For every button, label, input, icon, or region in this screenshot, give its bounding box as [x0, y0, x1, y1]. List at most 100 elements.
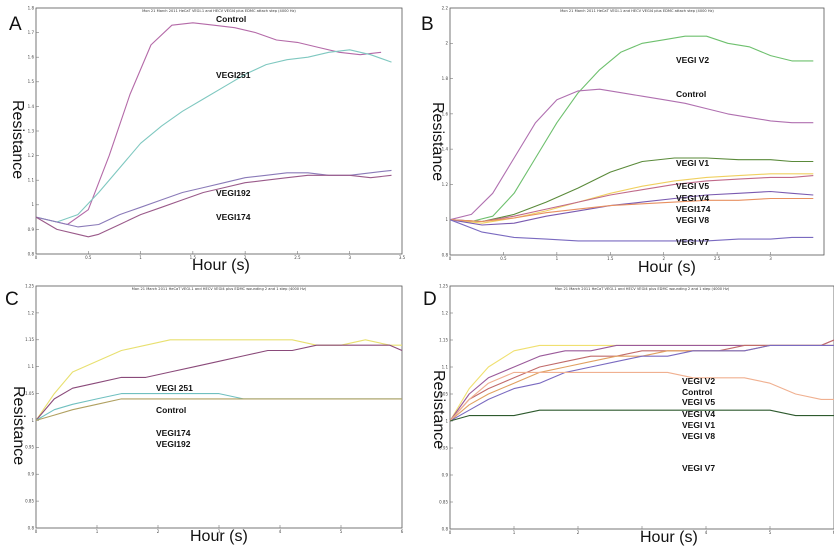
y-tick-label: 1.05	[439, 391, 448, 396]
plot-frame	[449, 285, 834, 530]
y-tick-label: 1.2	[442, 310, 449, 315]
panel-letter-a: A	[9, 14, 22, 35]
series-label-vegi-v5: VEGI V5	[682, 397, 715, 407]
series-line-vegi-v4	[449, 175, 814, 223]
x-tick-label: 1	[139, 255, 142, 260]
y-tick-label: 1.1	[28, 364, 35, 369]
x-axis-label-d: Hour (s)	[640, 529, 698, 546]
x-tick-label: 2.5	[294, 255, 301, 260]
series-line-vegi192	[35, 398, 402, 421]
series-label-vegi-v7: VEGI V7	[682, 463, 715, 473]
x-tick-label: 4	[279, 529, 282, 534]
chart-b: Mon 21 March 2011 HeCaT VEGI-1 and HECV …	[442, 5, 825, 261]
y-tick-label: 1	[31, 202, 34, 207]
x-tick-label: 6	[833, 530, 834, 535]
y-tick-label: 0.95	[25, 445, 34, 450]
x-tick-label: 3	[218, 529, 221, 534]
series-line-vegi-251	[35, 339, 402, 421]
panel-letter-b: B	[421, 14, 434, 35]
x-tick-label: 0	[449, 256, 452, 261]
panel-letter-d: D	[423, 289, 437, 310]
y-tick-label: 0.8	[442, 526, 449, 531]
panel-letter-c: C	[5, 289, 19, 310]
x-tick-label: 0.5	[500, 256, 507, 261]
series-line-vegi-v2	[449, 35, 814, 223]
x-tick-label: 3	[348, 255, 351, 260]
x-tick-label: 0	[35, 529, 38, 534]
x-tick-label: 5	[340, 529, 343, 534]
y-tick-label: 0.8	[442, 252, 449, 257]
series-line-vegi192	[35, 169, 392, 228]
x-tick-label: 2	[662, 256, 665, 261]
series-label-vegi-v4: VEGI V4	[676, 193, 709, 203]
y-tick-label: 2.2	[442, 5, 449, 10]
series-label-vegi-v8: VEGI V8	[676, 215, 709, 225]
series-label-vegi-v1: VEGI V1	[676, 158, 709, 168]
series-label-vegi-v8: VEGI V8	[682, 431, 715, 441]
y-tick-label: 1.25	[439, 283, 448, 288]
y-tick-label: 0.95	[439, 445, 448, 450]
y-tick-label: 0.9	[442, 472, 449, 477]
series-line-vegi174	[449, 190, 814, 226]
x-tick-label: 2	[577, 530, 580, 535]
x-tick-label: 1	[556, 256, 559, 261]
x-axis-label-b: Hour (s)	[638, 259, 696, 276]
chart-title: Mon 21 March 2011 HeCaT VEGI-1 and HECV …	[560, 9, 714, 13]
series-label-vegi-v2: VEGI V2	[676, 55, 709, 65]
y-tick-label: 1	[445, 217, 448, 222]
series-label-control: Control	[682, 387, 712, 397]
y-tick-label: 1.1	[442, 364, 449, 369]
chart-a: Mon 21 March 2011 HeCaT VEGI-1 and HECV …	[28, 5, 406, 260]
chart-c: Mon 21 March 2011 HeCaT VEGI-1 and HECV …	[25, 283, 404, 534]
chart-d: Mon 21 March 2011 HeCaT VEGI-1 and HECV …	[439, 283, 834, 535]
series-label-control: Control	[216, 14, 246, 24]
y-tick-label: 1.2	[442, 182, 449, 187]
series-label-vegi-v5: VEGI V5	[676, 181, 709, 191]
series-line-vegi-v7	[449, 219, 814, 242]
x-tick-label: 1.5	[190, 255, 197, 260]
series-label-vegi174: VEGI174	[676, 204, 711, 214]
y-tick-label: 1.2	[28, 153, 35, 158]
y-tick-label: 1.6	[442, 111, 449, 116]
y-tick-label: 0.9	[28, 472, 35, 477]
y-tick-label: 1.3	[28, 128, 35, 133]
panel-c: C Resistance Hour (s) Mon 21 March 2011 …	[0, 280, 410, 553]
plot-frame	[449, 7, 825, 256]
series-label-vegi-251: VEGI 251	[156, 383, 193, 393]
series-line-vegi251	[35, 49, 392, 223]
x-tick-label: 0.5	[85, 255, 92, 260]
x-tick-label: 3.5	[399, 255, 406, 260]
x-tick-label: 1.5	[607, 256, 614, 261]
series-line-vegi174	[35, 393, 402, 421]
y-tick-label: 1.8	[442, 76, 449, 81]
series-line-vegi-v8	[449, 197, 814, 223]
series-label-vegi-v4: VEGI V4	[682, 409, 715, 419]
chart-title: Mon 21 March 2011 HeCaT VEGI-1 and HECV …	[132, 287, 307, 291]
x-tick-label: 1	[96, 529, 99, 534]
series-label-vegi174: VEGI174	[216, 212, 251, 222]
series-line-vegi-v1	[449, 344, 834, 422]
series-line-vegi-v1	[449, 157, 814, 223]
x-tick-label: 0	[35, 255, 38, 260]
series-line-vegi174	[35, 174, 392, 238]
x-tick-label: 3	[641, 530, 644, 535]
panel-b: B Resistance Hour (s) Mon 21 March 2011 …	[418, 0, 834, 276]
y-tick-label: 0.85	[25, 499, 34, 504]
series-line-vegi-v7	[449, 409, 834, 422]
series-label-vegi-v1: VEGI V1	[682, 420, 715, 430]
y-tick-label: 1.5	[28, 79, 35, 84]
y-tick-label: 1.25	[25, 283, 34, 288]
y-tick-label: 1	[445, 418, 448, 423]
panel-a: A Resistance Hour (s) Mon 21 March 2011 …	[0, 0, 410, 276]
y-tick-label: 1.8	[28, 5, 35, 10]
x-tick-label: 5	[769, 530, 772, 535]
chart-title: Mon 21 March 2011 HeCaT VEGI-1 and HECV …	[142, 9, 296, 13]
series-label-control: Control	[676, 89, 706, 99]
plot-frame	[35, 285, 403, 529]
x-tick-label: 2.5	[714, 256, 721, 261]
series-line-vegi-v8	[449, 371, 834, 422]
y-tick-label: 1.6	[28, 55, 35, 60]
y-tick-label: 1.4	[28, 104, 35, 109]
y-tick-label: 2	[445, 41, 448, 46]
x-axis-label-c: Hour (s)	[190, 528, 248, 545]
